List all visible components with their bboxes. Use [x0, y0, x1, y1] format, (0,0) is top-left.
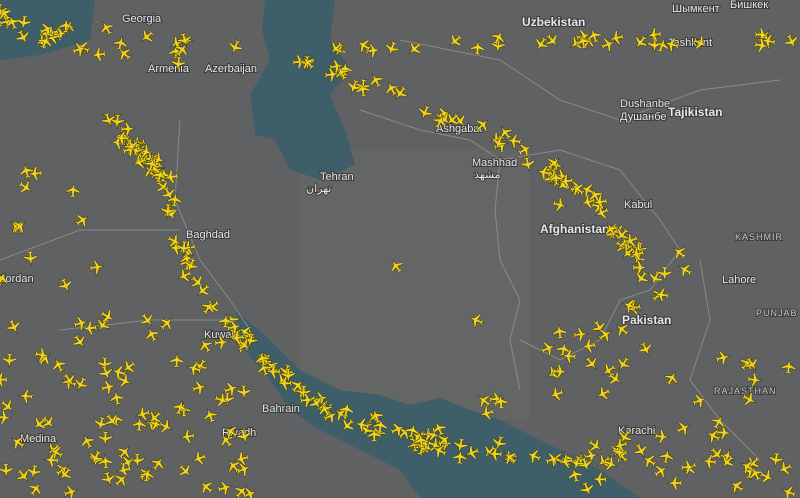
- place-label: Dushanbe: [620, 98, 670, 110]
- place-label: Душанбе: [620, 111, 667, 123]
- place-label: Bahrain: [262, 403, 300, 415]
- place-label: Afghanistan: [540, 222, 609, 236]
- border: [399, 39, 781, 121]
- place-label: Medina: [20, 433, 57, 445]
- place-label: Baghdad: [186, 229, 230, 241]
- place-label: Tajikistan: [668, 105, 722, 119]
- place-label: Бишкек: [730, 0, 768, 11]
- place-label: Georgia: [122, 13, 162, 25]
- place-label: Pakistan: [622, 313, 671, 327]
- caspian-sea: [250, 0, 355, 180]
- place-label: Azerbaijan: [205, 63, 257, 75]
- place-label: تهران: [306, 183, 331, 195]
- place-label: Jordan: [0, 273, 34, 285]
- place-label: Ashgabat: [436, 123, 482, 135]
- persian-gulf: [235, 310, 640, 498]
- place-label: Шымкент: [672, 3, 720, 15]
- iran-plateau: [300, 150, 530, 420]
- place-label: مشهد: [474, 169, 501, 181]
- place-label: Kabul: [624, 199, 652, 211]
- place-label: KASHMIR: [735, 232, 783, 242]
- place-label: RAJASTHAN: [714, 386, 777, 396]
- place-label: Armenia: [148, 63, 190, 75]
- place-label: Kuwait: [204, 329, 237, 341]
- place-label: PUNJAB: [756, 308, 798, 318]
- place-label: Uzbekistan: [522, 15, 585, 29]
- border: [689, 259, 761, 461]
- border: [359, 109, 521, 391]
- place-label: Tehran: [320, 171, 354, 183]
- place-label: Mashhad: [472, 157, 517, 169]
- place-label: Lahore: [722, 274, 756, 286]
